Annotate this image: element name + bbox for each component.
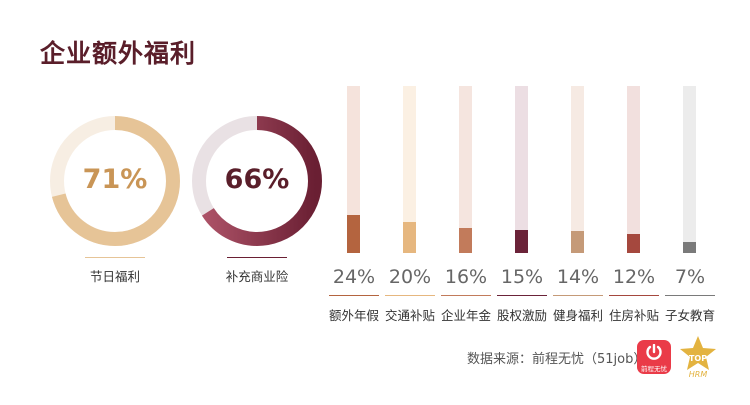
bar-2 xyxy=(403,222,416,253)
app-logo: 前程无忧 xyxy=(637,340,671,374)
badge-text-bottom: HRM xyxy=(689,370,708,379)
bar-value-label: 12% xyxy=(612,266,656,288)
bar-underline xyxy=(665,295,715,296)
page-title: 企业额外福利 xyxy=(40,39,197,68)
bar-category-label: 交通补贴 xyxy=(384,308,435,323)
bar-track xyxy=(459,86,472,253)
bar-track xyxy=(403,86,416,253)
donut-percent: 71% xyxy=(82,164,148,195)
bar-1 xyxy=(347,215,360,253)
bar-value-label: 16% xyxy=(444,266,488,288)
bar-category-label: 股权激励 xyxy=(496,308,547,323)
bar-track xyxy=(627,86,640,253)
donut-1: 71% 节日福利 xyxy=(50,116,180,286)
star-icon xyxy=(680,336,716,370)
bar-underline xyxy=(441,295,491,296)
app-logo-text: 前程无忧 xyxy=(641,365,667,373)
bar-value-label: 15% xyxy=(500,266,544,288)
bar-track xyxy=(347,86,360,253)
bar-underline xyxy=(329,295,379,296)
donut-percent: 66% xyxy=(224,164,290,195)
bar-5 xyxy=(571,231,584,253)
data-source: 数据来源：前程无忧（51job） xyxy=(467,352,647,367)
bar-value-label: 20% xyxy=(388,266,432,288)
bar-underline xyxy=(497,295,547,296)
bar-category-label: 额外年假 xyxy=(328,308,379,323)
donut-underline xyxy=(227,257,287,258)
bar-value-label: 7% xyxy=(674,266,706,288)
bar-value-label: 24% xyxy=(332,266,376,288)
bar-underline xyxy=(553,295,603,296)
donut-label: 节日福利 xyxy=(89,269,140,284)
bar-6 xyxy=(627,234,640,253)
bar-category-label: 住房补贴 xyxy=(608,308,659,323)
bar-category-label: 企业年金 xyxy=(440,308,491,323)
bar-7 xyxy=(683,242,696,253)
bar-track xyxy=(683,86,696,253)
bar-underline xyxy=(609,295,659,296)
bar-track xyxy=(571,86,584,253)
badge-text-top: TOP xyxy=(689,354,707,363)
bar-underline xyxy=(385,295,435,296)
bar-category-label: 健身福利 xyxy=(552,308,603,323)
bar-value-label: 14% xyxy=(556,266,600,288)
bar-4 xyxy=(515,230,528,253)
donut-label: 补充商业险 xyxy=(225,269,289,284)
donut-2: 66% 补充商业险 xyxy=(192,116,322,286)
power-icon xyxy=(646,344,662,360)
bar-category-label: 子女教育 xyxy=(664,308,715,323)
donut-ring xyxy=(50,116,180,246)
donut-underline xyxy=(85,257,145,258)
donut-arc xyxy=(50,116,180,246)
bar-3 xyxy=(459,228,472,253)
top-hrm-badge: TOP HRM xyxy=(680,336,716,379)
bar-track xyxy=(515,86,528,253)
donut-arc xyxy=(192,116,322,246)
donut-ring xyxy=(192,116,322,246)
